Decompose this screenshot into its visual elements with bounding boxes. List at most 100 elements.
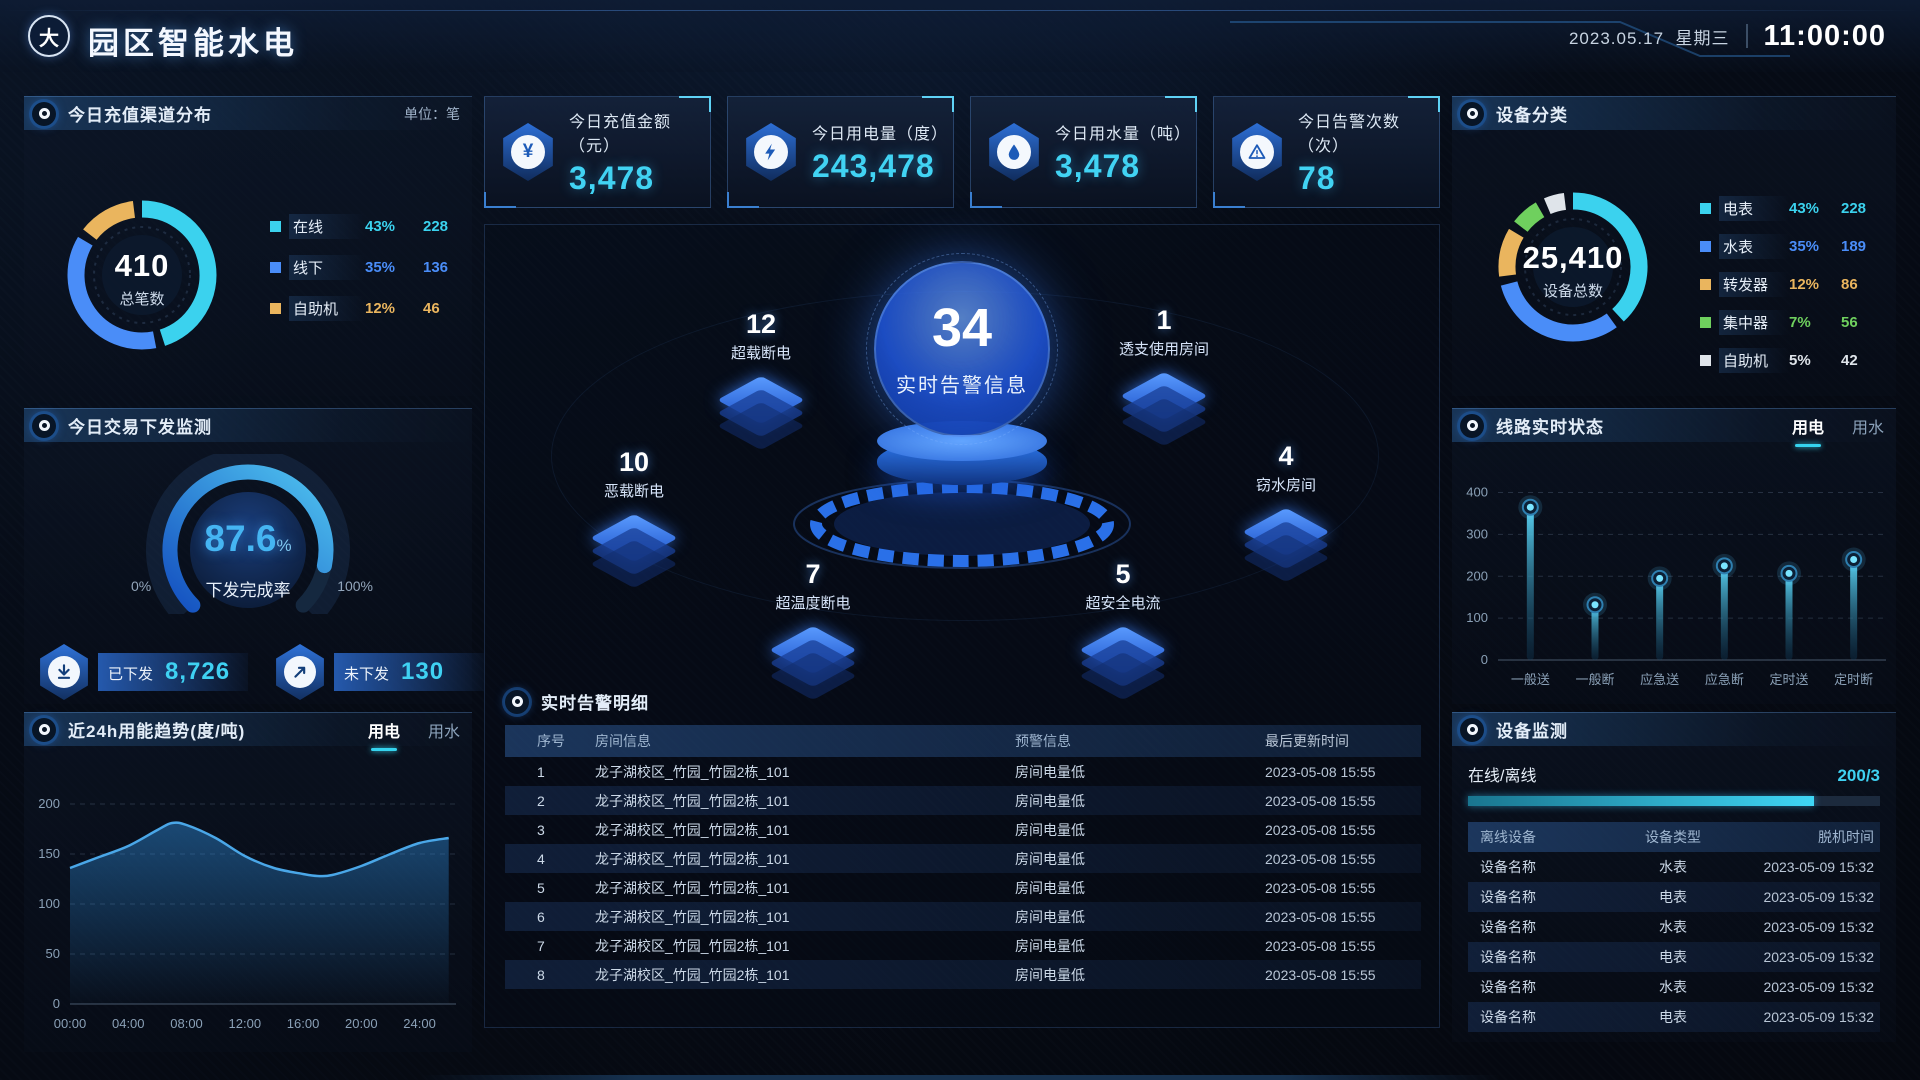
issued-stat: 已下发 8,726 bbox=[38, 644, 248, 700]
warning-info: 房间电量低 bbox=[1015, 821, 1085, 838]
svg-text:16:00: 16:00 bbox=[287, 1016, 320, 1031]
legend-value: 189 bbox=[1841, 237, 1867, 255]
legend-percent: 35% bbox=[365, 258, 396, 276]
updated-time: 2023-05-08 15:55 bbox=[1265, 908, 1376, 925]
alarm-total-value: 34 bbox=[931, 297, 993, 358]
tab-electricity[interactable]: 用电 bbox=[368, 718, 400, 751]
offline-table-body: 设备名称 水表 2023-05-09 15:32 设备名称 电表 2023-05… bbox=[1468, 852, 1880, 1032]
offline-time: 2023-05-09 15:32 bbox=[1763, 889, 1874, 905]
row-index: 6 bbox=[537, 908, 545, 925]
device-donut-chart bbox=[1498, 192, 1648, 342]
panel-bullet-icon bbox=[32, 717, 56, 742]
bolt-icon bbox=[746, 123, 796, 181]
page-title: 园区智能水电 bbox=[88, 26, 298, 61]
panel-bullet-icon bbox=[505, 689, 529, 714]
room-info: 龙子湖校区_竹园_竹园2栋_101 bbox=[595, 763, 790, 780]
legend-label: 自助机 bbox=[289, 295, 365, 321]
stat-value: 3,478 bbox=[569, 159, 655, 196]
updated-time: 2023-05-08 15:55 bbox=[1265, 792, 1376, 809]
drop-icon bbox=[989, 123, 1039, 181]
table-row: 4 龙子湖校区_竹园_竹园2栋_101 房间电量低 2023-05-08 15:… bbox=[505, 844, 1421, 873]
legend-label: 转发器 bbox=[1719, 271, 1789, 297]
svg-text:20:00: 20:00 bbox=[345, 1016, 378, 1031]
legend-value: 86 bbox=[1841, 275, 1858, 293]
legend-item: 水表 35% 189 bbox=[1700, 233, 1886, 259]
online-offline-value: 200/3 bbox=[1837, 766, 1880, 785]
tab-water[interactable]: 用水 bbox=[1851, 419, 1884, 437]
node-diamond bbox=[1048, 619, 1198, 701]
device-type: 水表 bbox=[1659, 979, 1687, 995]
stat-card-recharge-amount: ¥ 今日充值金额（元） 3,478 bbox=[484, 96, 711, 208]
app-header: 大 园区智能水电 2023.05.17 星期三 11:00:00 bbox=[0, 0, 1920, 72]
completion-gauge: 87.6% 下发完成率 0% 100% bbox=[131, 454, 373, 634]
gauge-min-label: 0% bbox=[131, 578, 152, 594]
node-diamond bbox=[738, 619, 888, 701]
svg-text:0: 0 bbox=[1481, 652, 1488, 667]
gauge-value: 87.6% bbox=[204, 518, 292, 559]
row-index: 5 bbox=[537, 879, 545, 896]
svg-text:12:00: 12:00 bbox=[229, 1016, 262, 1031]
legend-item: 在线 43% 228 bbox=[270, 213, 460, 239]
panel-header: 设备监测 bbox=[1452, 712, 1896, 746]
device-name: 设备名称 bbox=[1480, 979, 1536, 995]
tab-electricity[interactable]: 用电 bbox=[1792, 414, 1824, 447]
legend-value: 56 bbox=[1841, 313, 1858, 331]
recharge-legend: 在线 43% 228 线下 35% 136 自助机 12% 46 bbox=[270, 213, 460, 337]
updated-time: 2023-05-08 15:55 bbox=[1265, 763, 1376, 780]
alarm-table-title: 实时告警明细 bbox=[505, 689, 649, 714]
stat-card-water: 今日用水量（吨） 3,478 bbox=[970, 96, 1197, 208]
row-index: 1 bbox=[537, 763, 545, 780]
alarm-node-malicious-load: 10 恶载断电 bbox=[559, 447, 709, 589]
panel-header: 设备分类 bbox=[1452, 96, 1896, 130]
table-row: 8 龙子湖校区_竹园_竹园2栋_101 房间电量低 2023-05-08 15:… bbox=[505, 960, 1421, 989]
panel-title: 线路实时状态 bbox=[1496, 418, 1604, 437]
warning-info: 房间电量低 bbox=[1015, 850, 1085, 867]
alarm-node-over-current: 5 超安全电流 bbox=[1048, 559, 1198, 701]
donut-center-label: 410 总笔数 bbox=[114, 248, 170, 308]
donut-center-label: 25,410 设备总数 bbox=[1522, 240, 1624, 300]
table-row: 设备名称 水表 2023-05-09 15:32 bbox=[1468, 912, 1880, 942]
unit-label: 单位：笔 bbox=[404, 105, 460, 122]
current-date: 2023.05.17 星期三 bbox=[1568, 28, 1730, 48]
online-offline-label: 在线/离线 bbox=[1468, 768, 1537, 785]
stat-label: 今日充值金额（元） bbox=[569, 113, 672, 155]
svg-text:定时断: 定时断 bbox=[1834, 672, 1873, 687]
pending-label: 未下发 bbox=[344, 666, 390, 683]
svg-text:定时送: 定时送 bbox=[1769, 672, 1808, 687]
node-diamond bbox=[559, 507, 709, 589]
updated-time: 2023-05-08 15:55 bbox=[1265, 879, 1376, 896]
row-index: 8 bbox=[537, 966, 545, 983]
header-decoration bbox=[1230, 21, 1790, 57]
tab-water[interactable]: 用水 bbox=[427, 723, 460, 741]
stat-value: 3,478 bbox=[1055, 147, 1141, 184]
panel-title: 设备监测 bbox=[1496, 722, 1568, 741]
legend-percent: 12% bbox=[1789, 275, 1820, 293]
offline-time: 2023-05-09 15:32 bbox=[1763, 1009, 1874, 1025]
alarm-total-label: 实时告警信息 bbox=[896, 374, 1028, 397]
legend-swatch bbox=[1700, 202, 1711, 214]
panel-line-status: 线路实时状态 用电 用水 0 100 200 300 400 一般送 一般断 应急送 应急断 定时… bbox=[1452, 408, 1896, 704]
row-index: 2 bbox=[537, 792, 545, 809]
alarm-table-body: 1 龙子湖校区_竹园_竹园2栋_101 房间电量低 2023-05-08 15:… bbox=[505, 757, 1421, 989]
room-info: 龙子湖校区_竹园_竹园2栋_101 bbox=[595, 937, 790, 954]
panel-device-monitor: 设备监测 在线/离线 200/3 离线设备 设备类型 脱机时间 设备名称 水表 … bbox=[1452, 712, 1896, 1042]
panel-transaction-monitor: 今日交易下发监测 87.6% 下发完成率 0% 100% 已下发 8,726 bbox=[24, 408, 484, 704]
panel-header: 今日充值渠道分布 单位：笔 bbox=[24, 96, 472, 130]
stat-card-electricity: 今日用电量（度） 243,478 bbox=[727, 96, 954, 208]
table-row: 设备名称 水表 2023-05-09 15:32 bbox=[1468, 852, 1880, 882]
table-row: 设备名称 电表 2023-05-09 15:32 bbox=[1468, 1002, 1880, 1032]
svg-text:100: 100 bbox=[38, 896, 60, 911]
svg-text:0: 0 bbox=[53, 996, 60, 1011]
svg-text:50: 50 bbox=[46, 946, 60, 961]
updated-time: 2023-05-08 15:55 bbox=[1265, 937, 1376, 954]
room-info: 龙子湖校区_竹园_竹园2栋_101 bbox=[595, 792, 790, 809]
offline-time: 2023-05-09 15:32 bbox=[1763, 919, 1874, 935]
legend-percent: 43% bbox=[365, 217, 396, 235]
stat-value: 243,478 bbox=[812, 147, 935, 184]
legend-item: 转发器 12% 86 bbox=[1700, 271, 1886, 297]
legend-value: 228 bbox=[423, 217, 449, 235]
warning-info: 房间电量低 bbox=[1015, 937, 1085, 954]
panel-bullet-icon bbox=[1460, 717, 1484, 742]
clock-area: 2023.05.17 星期三 11:00:00 bbox=[1569, 0, 1886, 72]
device-name: 设备名称 bbox=[1480, 889, 1536, 905]
